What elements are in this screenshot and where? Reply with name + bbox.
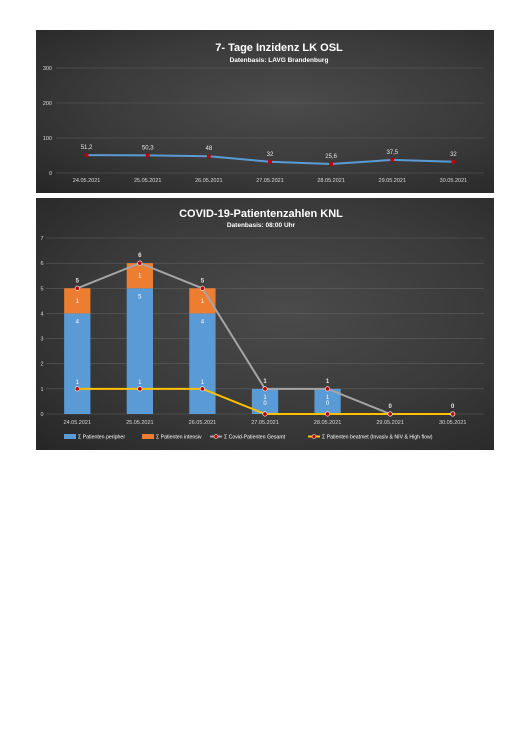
legend-marker bbox=[213, 434, 219, 439]
legend-label: Σ Patienten beatmet (Invasiv & NIV & Hig… bbox=[322, 435, 433, 441]
bar-intensiv bbox=[64, 288, 91, 314]
patients-chart-panel: COVID-19-Patientenzahlen KNL Datenbasis:… bbox=[36, 198, 494, 450]
total-label: 1 bbox=[326, 379, 330, 385]
data-label: 32 bbox=[450, 152, 457, 158]
data-label: 50,3 bbox=[142, 145, 154, 151]
point-gesamt bbox=[137, 260, 143, 266]
data-label: 51,2 bbox=[81, 145, 93, 151]
bar-peripher bbox=[126, 288, 153, 414]
total-label: 0 bbox=[388, 404, 392, 410]
patients-combo-chart: COVID-19-Patientenzahlen KNL Datenbasis:… bbox=[40, 208, 484, 441]
y-tick-label: 100 bbox=[43, 136, 52, 142]
data-point bbox=[145, 153, 150, 158]
data-point bbox=[84, 153, 89, 158]
point-beatmet bbox=[199, 386, 205, 392]
x-tick-label: 26.05.2021 bbox=[189, 420, 217, 426]
legend-label: Σ Covid-Patienten Gesamt bbox=[224, 435, 286, 441]
bar-peripher bbox=[189, 313, 216, 414]
point-gesamt bbox=[74, 285, 80, 291]
ventilated-label: 1 bbox=[201, 380, 205, 386]
point-beatmet bbox=[450, 411, 456, 417]
data-label: 32 bbox=[267, 152, 274, 158]
incidence-chart-title: 7- Tage Inzidenz LK OSL bbox=[215, 42, 343, 54]
data-label: 37,5 bbox=[386, 150, 398, 156]
data-point bbox=[329, 162, 334, 167]
incidence-chart-panel: 7- Tage Inzidenz LK OSL Datenbasis: LAVG… bbox=[36, 30, 494, 193]
x-tick-label: 30.05.2021 bbox=[440, 178, 468, 184]
y-tick-label: 0 bbox=[49, 171, 52, 177]
point-gesamt bbox=[325, 386, 331, 392]
y-tick-label: 4 bbox=[40, 311, 43, 317]
total-label: 0 bbox=[451, 404, 455, 410]
data-point bbox=[206, 154, 211, 159]
x-tick-label: 27.05.2021 bbox=[256, 178, 284, 184]
legend-label: Σ Patienten peripher bbox=[78, 435, 125, 441]
y-tick-label: 300 bbox=[43, 66, 52, 72]
bar-label-intensiv: 0 bbox=[263, 401, 267, 407]
legend-swatch bbox=[142, 434, 154, 439]
y-tick-label: 5 bbox=[40, 286, 43, 292]
patients-chart-subtitle: Datenbasis: 08:00 Uhr bbox=[227, 222, 296, 229]
data-point bbox=[451, 159, 456, 164]
point-gesamt bbox=[262, 386, 268, 392]
data-point bbox=[390, 157, 395, 162]
x-tick-label: 24.05.2021 bbox=[73, 178, 101, 184]
bar-label-intensiv: 1 bbox=[76, 299, 80, 305]
y-tick-label: 3 bbox=[40, 337, 43, 343]
bar-label-peripher: 4 bbox=[76, 319, 80, 325]
total-label: 5 bbox=[201, 278, 205, 284]
data-point bbox=[268, 159, 272, 164]
ventilated-label: 1 bbox=[138, 380, 142, 386]
y-tick-label: 2 bbox=[40, 362, 43, 368]
point-beatmet bbox=[137, 386, 143, 392]
y-tick-label: 6 bbox=[40, 261, 43, 267]
data-label: 48 bbox=[206, 146, 213, 152]
point-beatmet bbox=[325, 411, 331, 417]
y-tick-label: 7 bbox=[40, 236, 43, 242]
x-tick-label: 29.05.2021 bbox=[376, 420, 404, 426]
x-tick-label: 26.05.2021 bbox=[195, 178, 223, 184]
x-tick-label: 30.05.2021 bbox=[439, 420, 467, 426]
data-label: 25,6 bbox=[325, 154, 337, 160]
bar-label-peripher: 1 bbox=[326, 395, 330, 401]
y-tick-label: 1 bbox=[40, 387, 43, 393]
bar-label-intensiv: 0 bbox=[326, 401, 330, 407]
legend-label: Σ Patienten intensiv bbox=[156, 435, 202, 441]
x-tick-label: 27.05.2021 bbox=[251, 420, 279, 426]
point-beatmet bbox=[387, 411, 393, 417]
bar-label-peripher: 5 bbox=[138, 294, 142, 300]
x-tick-label: 29.05.2021 bbox=[379, 178, 407, 184]
y-tick-label: 200 bbox=[43, 101, 52, 107]
total-label: 1 bbox=[263, 379, 267, 385]
point-beatmet bbox=[74, 386, 80, 392]
point-gesamt bbox=[199, 285, 205, 291]
legend-marker bbox=[311, 434, 317, 439]
bar-label-intensiv: 1 bbox=[201, 299, 205, 305]
incidence-chart-subtitle: Datenbasis: LAVG Brandenburg bbox=[230, 57, 329, 64]
point-beatmet bbox=[262, 411, 268, 417]
legend-swatch bbox=[64, 434, 76, 439]
bar-label-intensiv: 1 bbox=[138, 274, 142, 280]
total-label: 5 bbox=[76, 278, 80, 284]
bar-label-peripher: 4 bbox=[201, 319, 205, 325]
x-tick-label: 28.05.2021 bbox=[314, 420, 342, 426]
bar-peripher bbox=[64, 313, 91, 414]
total-label: 6 bbox=[138, 253, 142, 259]
x-tick-label: 24.05.2021 bbox=[64, 420, 92, 426]
x-tick-label: 25.05.2021 bbox=[126, 420, 154, 426]
ventilated-label: 1 bbox=[76, 380, 80, 386]
y-tick-label: 0 bbox=[40, 412, 43, 418]
bar-label-peripher: 1 bbox=[263, 395, 267, 401]
incidence-line-chart: 7- Tage Inzidenz LK OSL Datenbasis: LAVG… bbox=[43, 42, 484, 184]
x-tick-label: 25.05.2021 bbox=[134, 178, 162, 184]
patients-chart-title: COVID-19-Patientenzahlen KNL bbox=[179, 208, 343, 220]
x-tick-label: 28.05.2021 bbox=[317, 178, 345, 184]
